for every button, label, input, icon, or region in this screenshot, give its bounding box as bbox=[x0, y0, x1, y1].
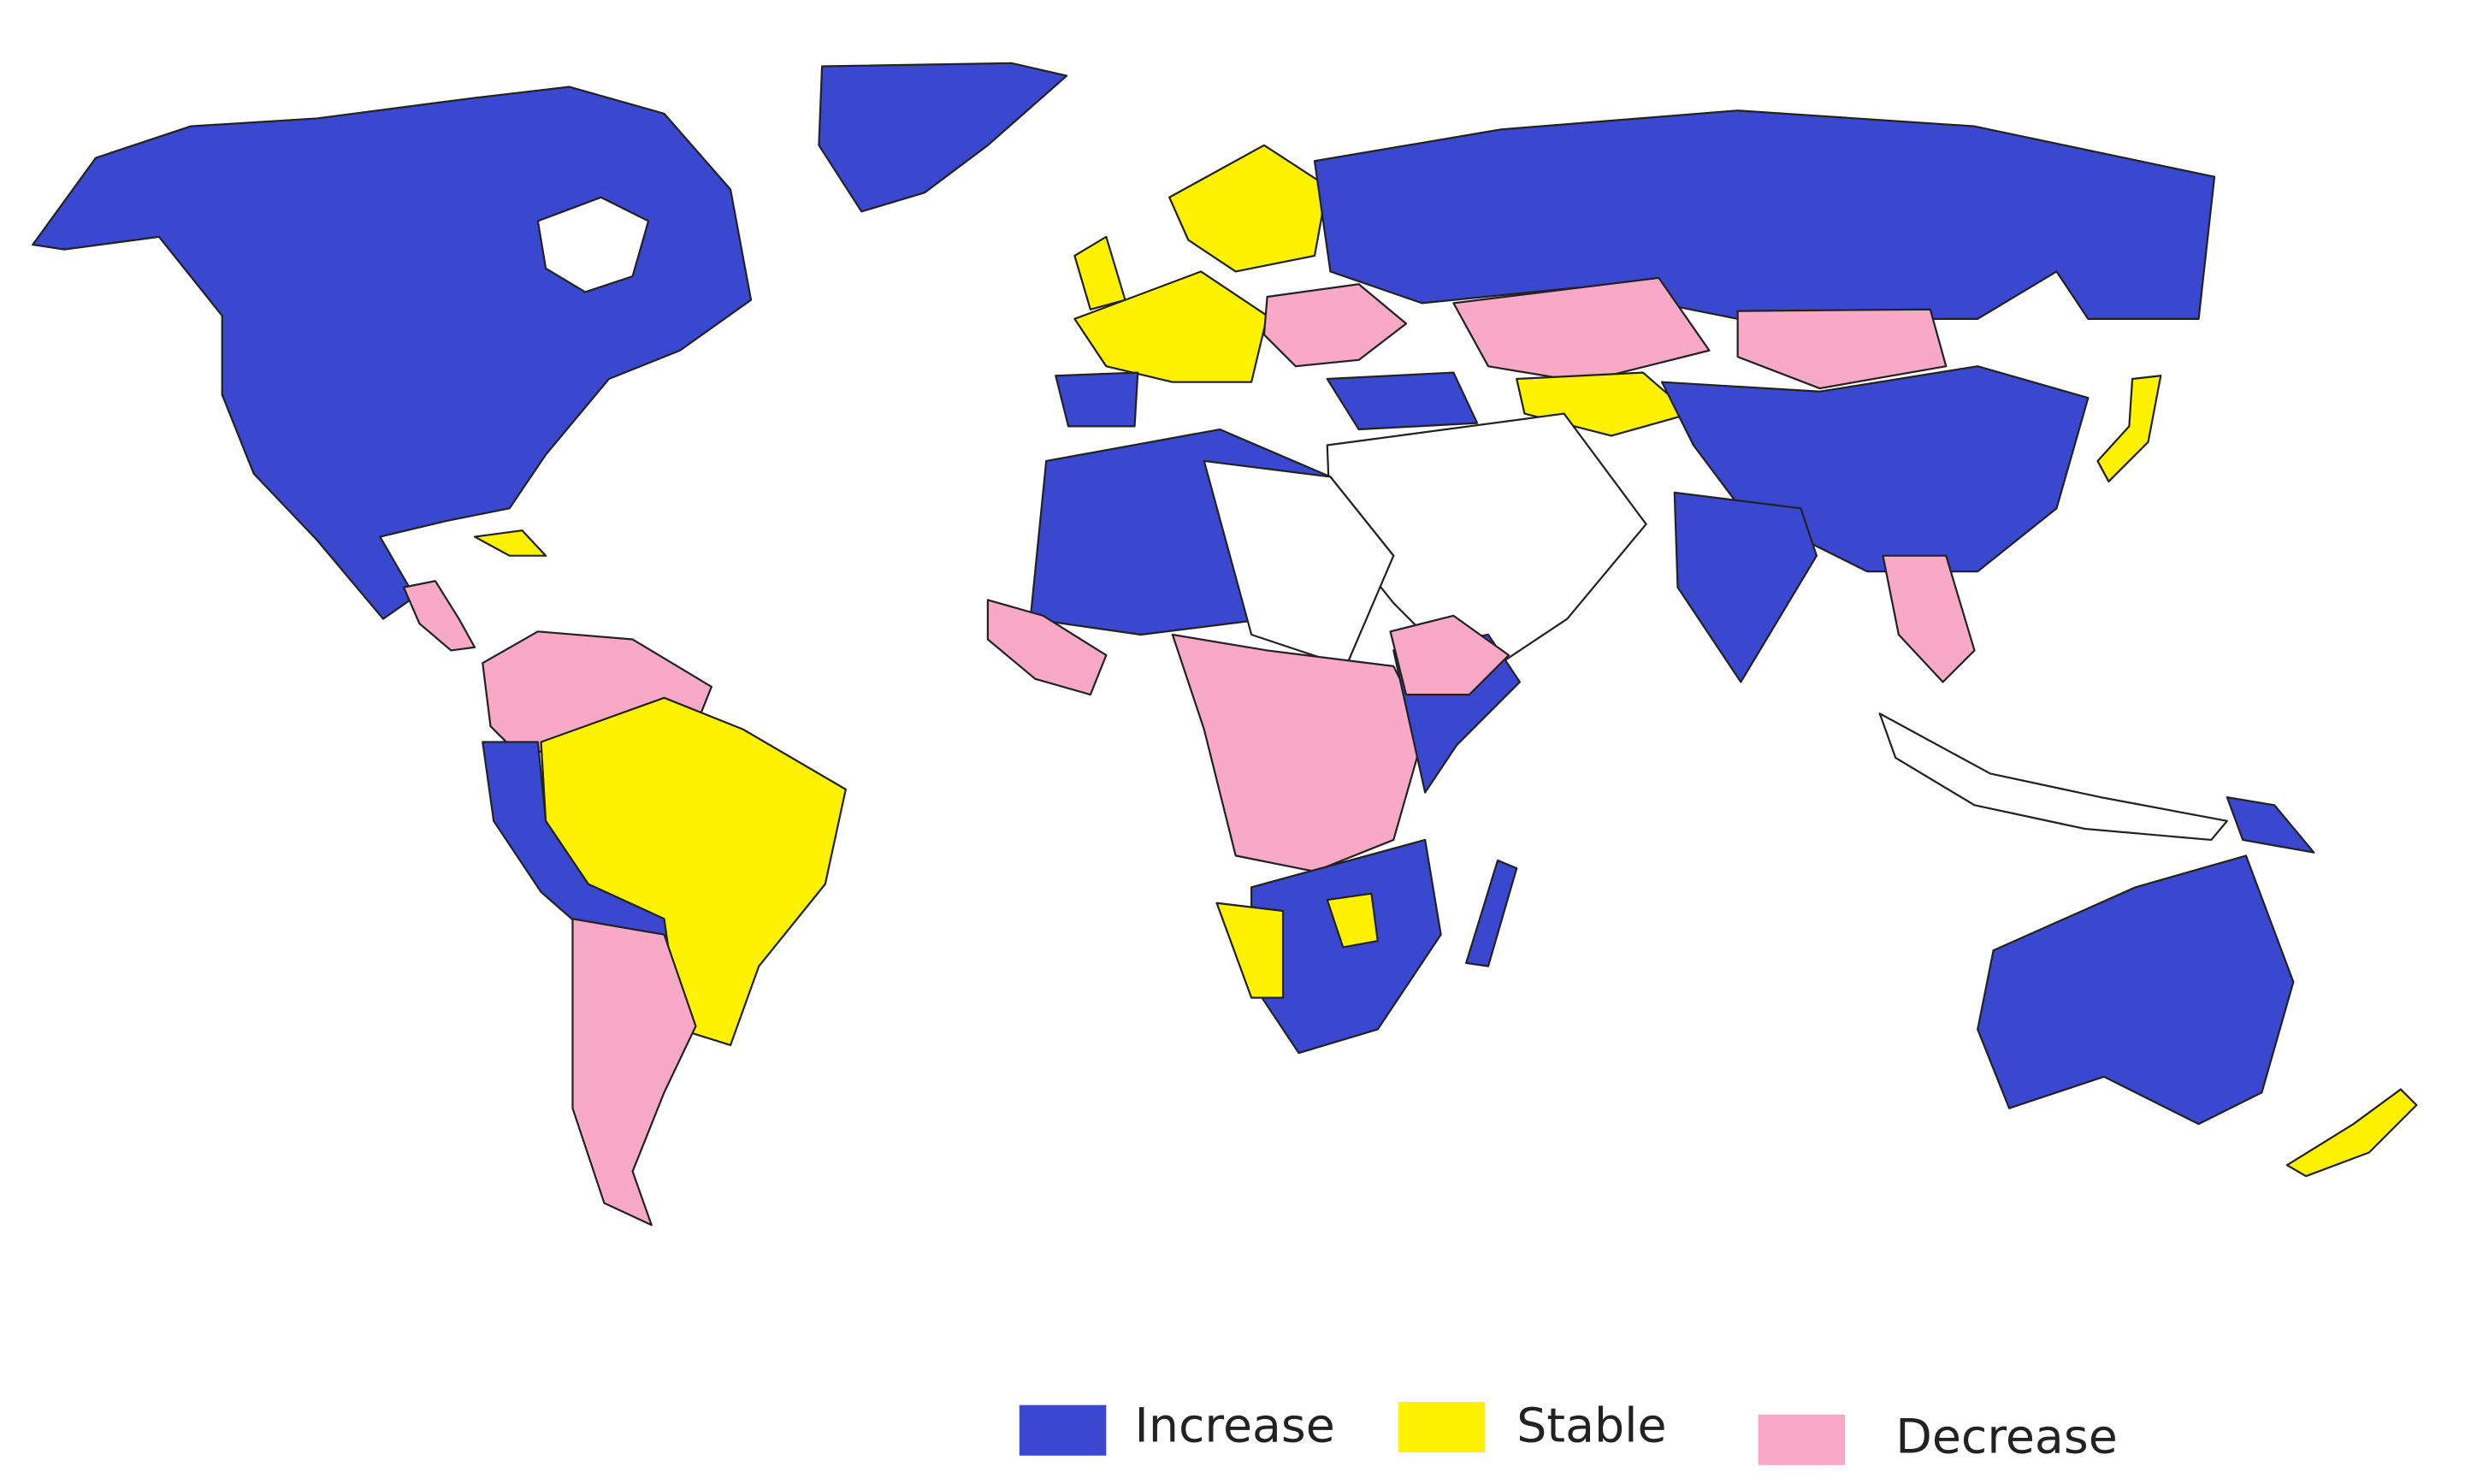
legend-swatch bbox=[1758, 1414, 1846, 1465]
central-america bbox=[402, 580, 476, 652]
greenland bbox=[818, 62, 1068, 213]
countries bbox=[32, 62, 2418, 1227]
japan bbox=[2096, 375, 2162, 483]
turkey bbox=[1326, 371, 1479, 431]
madagascar bbox=[1465, 859, 1518, 967]
hudson-bay bbox=[536, 196, 650, 293]
india bbox=[1673, 491, 1818, 683]
new-guinea bbox=[2226, 795, 2315, 854]
cuba bbox=[473, 529, 547, 557]
russia bbox=[1313, 109, 2216, 320]
eastern-europe bbox=[1262, 283, 1408, 368]
scandinavia bbox=[1168, 144, 1328, 273]
legend-label: Decrease bbox=[1895, 1410, 2118, 1464]
zimbabwe bbox=[1326, 892, 1379, 949]
ethiopia bbox=[1389, 614, 1510, 696]
central-africa bbox=[1171, 633, 1427, 872]
indonesia bbox=[1878, 712, 2228, 842]
legend-swatch bbox=[1398, 1402, 1486, 1453]
brazil bbox=[540, 696, 847, 1046]
southern-cone bbox=[571, 918, 697, 1227]
southeast-asia bbox=[1882, 554, 1976, 683]
legend-label: Increase bbox=[1135, 1399, 1335, 1454]
western-europe bbox=[1073, 270, 1268, 383]
iberia bbox=[1055, 371, 1139, 428]
kazakhstan bbox=[1452, 276, 1711, 383]
namibia bbox=[1215, 902, 1285, 999]
legend-swatch bbox=[1019, 1404, 1107, 1456]
west-africa bbox=[986, 599, 1108, 696]
new-zealand bbox=[2285, 1088, 2418, 1178]
australia bbox=[1977, 854, 2295, 1126]
sahel bbox=[1203, 459, 1395, 668]
mongolia bbox=[1736, 308, 1948, 390]
legend: Increase Stable Decrease bbox=[1019, 1399, 2118, 1465]
legend-label: Stable bbox=[1516, 1399, 1666, 1454]
